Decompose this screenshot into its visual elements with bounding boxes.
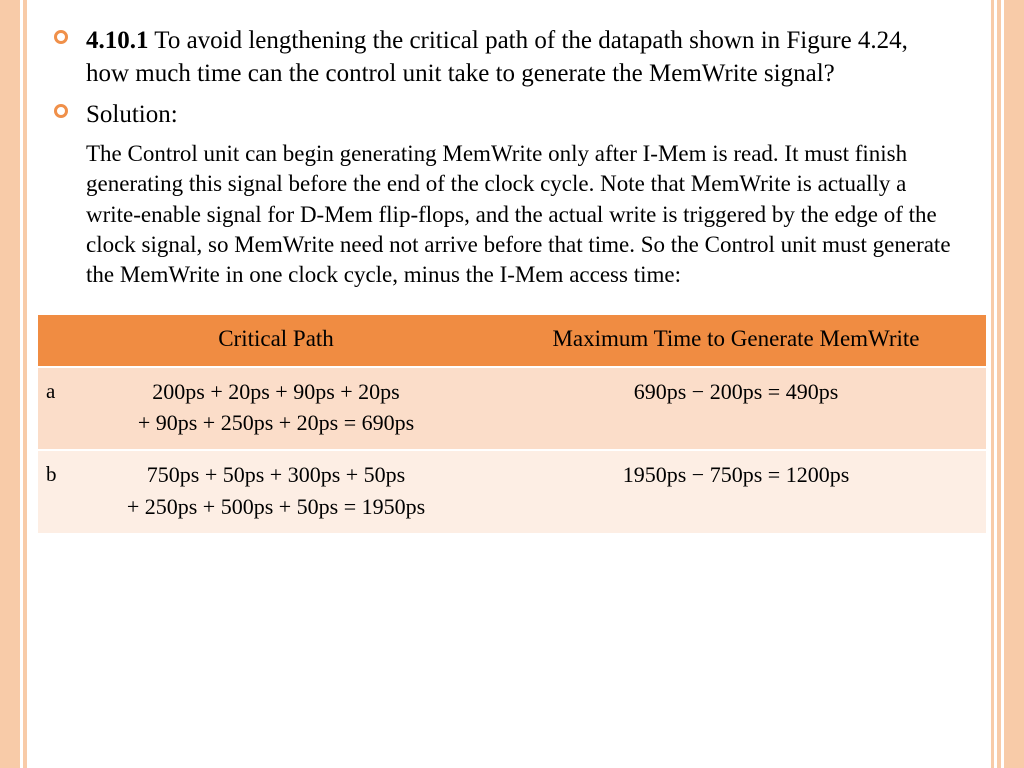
slide: 4.10.1 To avoid lengthening the critical… [0,0,1024,768]
solution-bullet: Solution: [86,98,956,131]
solution-body: The Control unit can begin generating Me… [38,139,986,291]
cp-b-line2: + 250ps + 500ps + 50ps = 1950ps [76,491,476,523]
header-max-time: Maximum Time to Generate MemWrite [486,315,986,366]
row-label-a: a [38,368,66,450]
cp-a-line2: + 90ps + 250ps + 20ps = 690ps [76,407,476,439]
ring-bullet-icon [54,104,68,118]
right-border-stripes [991,0,1024,768]
cell-max-time-b: 1950ps − 750ps = 1200ps [486,451,986,533]
row-label-b: b [38,451,66,533]
solution-label: Solution: [86,101,178,128]
cp-a-line1: 200ps + 20ps + 90ps + 20ps [76,376,476,408]
left-border-stripes [0,0,27,768]
timing-table: Critical Path Maximum Time to Generate M… [38,313,986,535]
cp-b-line1: 750ps + 50ps + 300ps + 50ps [76,459,476,491]
table-row: b 750ps + 50ps + 300ps + 50ps + 250ps + … [38,451,986,533]
slide-content: 4.10.1 To avoid lengthening the critical… [38,24,986,768]
bullet-list: 4.10.1 To avoid lengthening the critical… [38,24,986,131]
cell-critical-path-b: 750ps + 50ps + 300ps + 50ps + 250ps + 50… [66,451,486,533]
ring-bullet-icon [54,30,68,44]
cell-critical-path-a: 200ps + 20ps + 90ps + 20ps + 90ps + 250p… [66,368,486,450]
table-header-row: Critical Path Maximum Time to Generate M… [38,315,986,366]
cell-max-time-a: 690ps − 200ps = 490ps [486,368,986,450]
table-row: a 200ps + 20ps + 90ps + 20ps + 90ps + 25… [38,368,986,450]
header-blank [38,315,66,366]
question-text: To avoid lengthening the critical path o… [86,27,908,87]
header-critical-path: Critical Path [66,315,486,366]
question-bullet: 4.10.1 To avoid lengthening the critical… [86,24,956,90]
question-number: 4.10.1 [86,27,149,54]
